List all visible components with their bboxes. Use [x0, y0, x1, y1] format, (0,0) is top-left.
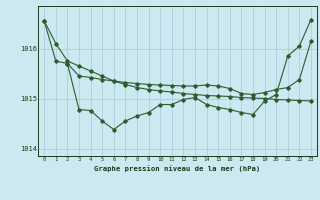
X-axis label: Graphe pression niveau de la mer (hPa): Graphe pression niveau de la mer (hPa): [94, 165, 261, 172]
